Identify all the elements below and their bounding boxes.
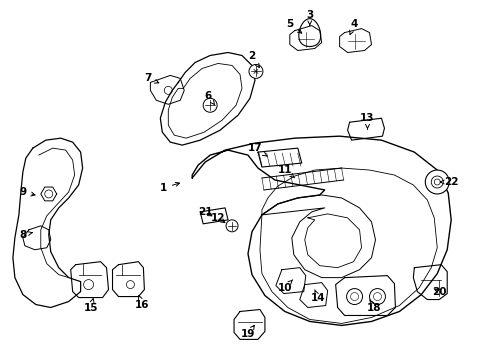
Polygon shape	[192, 136, 450, 325]
Text: 20: 20	[431, 287, 446, 297]
Polygon shape	[150, 75, 184, 104]
Polygon shape	[200, 208, 227, 224]
Text: 14: 14	[310, 290, 325, 302]
Polygon shape	[23, 226, 51, 250]
Text: 8: 8	[19, 230, 32, 240]
Polygon shape	[335, 276, 395, 315]
Polygon shape	[112, 262, 144, 297]
Polygon shape	[298, 19, 320, 46]
Text: 19: 19	[240, 325, 255, 339]
Circle shape	[248, 64, 263, 78]
Text: 13: 13	[360, 113, 374, 129]
Text: 22: 22	[439, 177, 458, 187]
Text: 5: 5	[285, 19, 301, 33]
Text: 6: 6	[204, 91, 214, 104]
Text: 17: 17	[247, 143, 267, 156]
Polygon shape	[412, 265, 447, 300]
Polygon shape	[289, 26, 321, 50]
Polygon shape	[299, 283, 327, 307]
Polygon shape	[160, 53, 254, 145]
Polygon shape	[41, 187, 57, 201]
Circle shape	[225, 220, 238, 232]
Circle shape	[203, 98, 217, 112]
Text: 3: 3	[305, 10, 313, 25]
Text: 11: 11	[277, 165, 294, 178]
Text: 1: 1	[160, 183, 179, 193]
Polygon shape	[71, 262, 108, 298]
Text: 15: 15	[83, 298, 98, 312]
Circle shape	[425, 170, 448, 194]
Polygon shape	[13, 138, 82, 307]
Text: 2: 2	[248, 51, 259, 68]
Text: 7: 7	[144, 73, 159, 84]
Polygon shape	[234, 310, 264, 339]
Text: 18: 18	[366, 300, 381, 312]
Polygon shape	[339, 28, 371, 53]
Text: 21: 21	[198, 207, 212, 217]
Text: 12: 12	[210, 213, 225, 223]
Polygon shape	[258, 148, 301, 167]
Text: 9: 9	[19, 187, 35, 197]
Text: 4: 4	[349, 19, 358, 35]
Polygon shape	[275, 268, 305, 293]
Polygon shape	[347, 118, 384, 140]
Text: 10: 10	[277, 280, 292, 293]
Text: 16: 16	[135, 296, 149, 310]
